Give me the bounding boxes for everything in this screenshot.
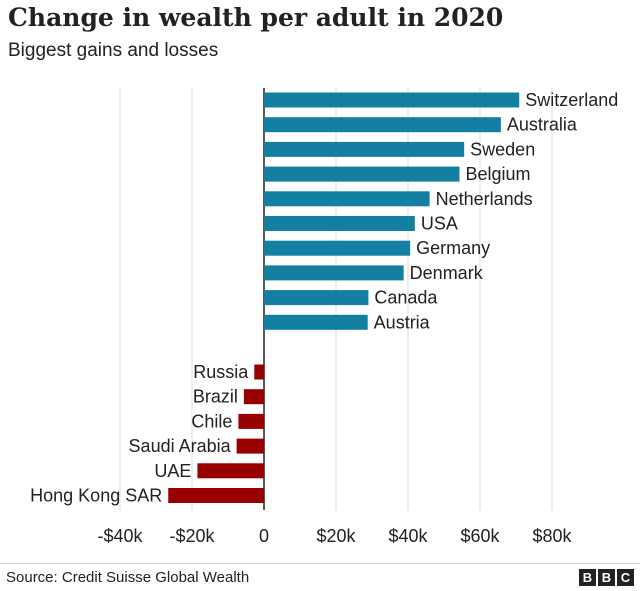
bar-gain: [264, 290, 369, 306]
bar-loss: [238, 413, 264, 429]
bar-gain: [264, 117, 501, 133]
logo-letter: C: [617, 569, 634, 586]
bar-loss: [254, 364, 264, 380]
bar-label: Russia: [193, 362, 249, 382]
bar-label: Canada: [374, 288, 438, 308]
bar-label: Denmark: [410, 263, 484, 283]
footer-divider: [0, 563, 640, 564]
bar-gain: [264, 191, 430, 207]
bar-loss: [236, 438, 264, 454]
bar-label: Chile: [191, 411, 232, 431]
bar-label: Hong Kong SAR: [30, 486, 162, 506]
bar-gain: [264, 166, 460, 182]
bar-label: Saudi Arabia: [129, 436, 232, 456]
bar-label: Brazil: [193, 387, 238, 407]
bar-gain: [264, 314, 368, 330]
bar-label: Belgium: [465, 164, 530, 184]
logo-letter: B: [598, 569, 615, 586]
bar-label: Switzerland: [525, 90, 618, 110]
bar-label: USA: [421, 214, 458, 234]
bar-label: UAE: [154, 461, 191, 481]
bar-loss: [243, 389, 264, 405]
bar-label: Netherlands: [436, 189, 533, 209]
bar-loss: [168, 488, 264, 503]
bar-label: Sweden: [470, 139, 535, 159]
bar-label: Austria: [374, 312, 431, 332]
source-note: Source: Credit Suisse Global Wealth: [6, 569, 250, 586]
x-tick-label: $60k: [460, 526, 500, 546]
chart-title: Change in wealth per adult in 2020: [8, 3, 504, 32]
bar-gain: [264, 240, 411, 256]
bar-gain: [264, 216, 415, 231]
x-tick-label: $40k: [388, 526, 428, 546]
x-tick-label: $20k: [316, 526, 356, 546]
bar-gain: [264, 141, 465, 157]
x-tick-label: -$20k: [169, 526, 215, 546]
bar-label: Australia: [507, 115, 578, 135]
bar-gain: [264, 92, 520, 108]
chart-subtitle: Biggest gains and losses: [8, 40, 219, 61]
bar-chart: -$40k -$20k 0 $20k $40k $60k $80k Switzerland Au…: [30, 88, 618, 546]
x-tick-label: -$40k: [97, 526, 143, 546]
x-tick-label: 0: [259, 526, 269, 546]
x-tick-label: $80k: [532, 526, 572, 546]
bar-loss: [197, 463, 264, 479]
logo-letter: B: [579, 569, 596, 586]
bar-label: Germany: [416, 238, 490, 258]
bar-gain: [264, 265, 404, 281]
